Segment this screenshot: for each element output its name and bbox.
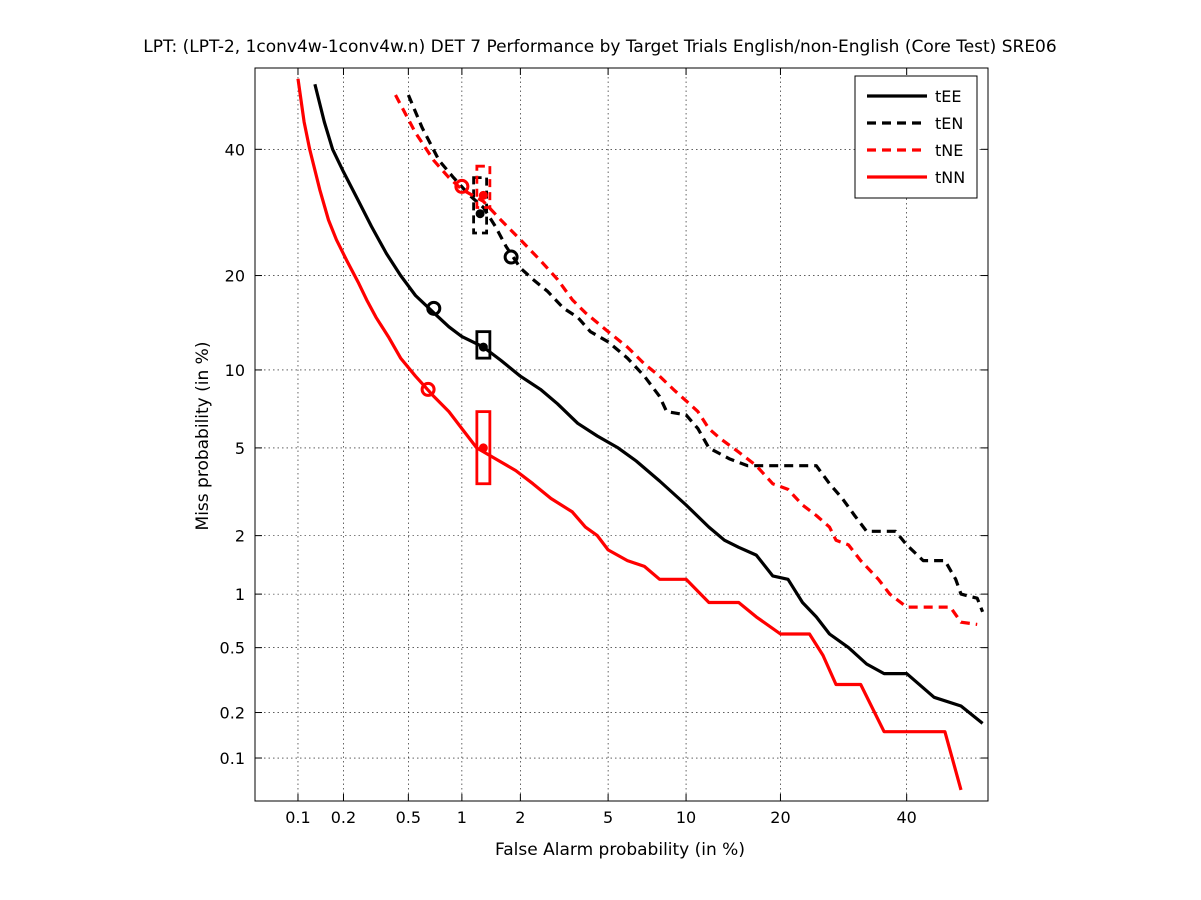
series-layer [296, 78, 985, 791]
confidence-box-tEE [475, 330, 492, 360]
ticks: 0.1 0.2 0.5 1 2 5 10 20 40 0.1 0.2 0.5 1 2 5 10 20 40 [220, 68, 988, 827]
actual-dcf-marker-tEN [475, 209, 485, 219]
y-tick-label: 0.2 [220, 704, 245, 723]
x-tick-label: 0.5 [396, 808, 421, 827]
y-tick-label: 20 [225, 267, 245, 286]
x-tick-label: 10 [676, 808, 696, 827]
actual-dcf-marker-tEE [478, 342, 488, 352]
x-tick-label: 20 [770, 808, 790, 827]
legend: tEE tEN tNE tNN [854, 75, 978, 199]
series-tNN [296, 78, 963, 791]
y-tick-label: 10 [225, 361, 245, 380]
legend-label-tEE: tEE [935, 87, 962, 106]
series-tEE [313, 83, 984, 725]
legend-label-tEN: tEN [935, 114, 963, 133]
x-tick-label: 0.2 [331, 808, 356, 827]
y-tick-label: 0.5 [220, 639, 245, 658]
series-line-tNE [394, 94, 978, 626]
legend-label-tNE: tNE [935, 141, 963, 160]
x-tick-label: 1 [457, 808, 467, 827]
y-tick-label: 1 [235, 585, 245, 604]
plot-border [254, 67, 989, 802]
series-line-tNN [296, 78, 963, 791]
min-dcf-marker-tEE [426, 300, 442, 316]
series-line-tEE [313, 83, 984, 725]
x-tick-label: 0.1 [285, 808, 310, 827]
series-tEN [406, 94, 985, 613]
confidence-box-tNN [475, 410, 492, 486]
series-tNE [394, 94, 978, 626]
y-tick-label: 5 [235, 439, 245, 458]
y-axis-title: Miss probability (in %) [193, 342, 213, 531]
x-axis-title: False Alarm probability (in %) [495, 840, 745, 860]
min-dcf-marker-tNE [454, 178, 470, 194]
actual-dcf-marker-tNN [478, 443, 488, 453]
legend-label-tNN: tNN [935, 168, 965, 187]
confidence-box-tNE [475, 164, 492, 209]
y-tick-label: 40 [225, 140, 245, 159]
series-line-tEN [406, 94, 985, 613]
y-tick-label: 0.1 [220, 749, 245, 768]
confidence-box-tEN [472, 176, 489, 235]
actual-dcf-marker-tNE [478, 190, 488, 200]
x-tick-label: 2 [515, 808, 525, 827]
min-dcf-marker-tEN [503, 249, 519, 265]
x-tick-label: 40 [896, 808, 916, 827]
x-tick-label: 5 [603, 808, 613, 827]
y-tick-label: 2 [235, 527, 245, 546]
chart-title: LPT: (LPT-2, 1conv4w-1conv4w.n) DET 7 Pe… [143, 37, 1056, 57]
min-dcf-marker-tNN [420, 381, 436, 397]
